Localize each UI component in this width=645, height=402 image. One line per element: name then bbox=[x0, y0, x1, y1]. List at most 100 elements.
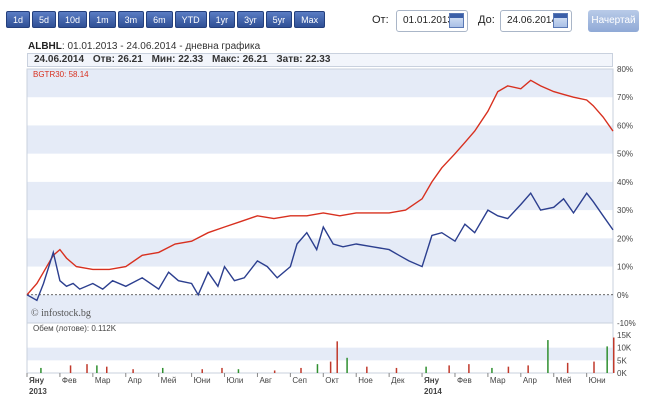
x-tick-label: Апр bbox=[128, 376, 143, 385]
chart-title: ALBHL: 01.01.2013 - 24.06.2014 - дневна … bbox=[28, 41, 260, 52]
range-button-3yr[interactable]: 3yr bbox=[237, 11, 264, 28]
y-tick-label: 30% bbox=[617, 206, 633, 215]
ohlc-info-bar: 24.06.2014 Отв: 26.21 Мин: 22.33 Макс: 2… bbox=[27, 53, 613, 67]
volume-label: Обем (лотове): 0.112K bbox=[33, 324, 117, 333]
draw-button[interactable]: Начертай bbox=[588, 10, 639, 32]
range-button-1m[interactable]: 1m bbox=[89, 11, 116, 28]
albhl-line bbox=[26, 192, 614, 302]
x-tick-label: Фев bbox=[457, 376, 472, 385]
volume-bar bbox=[527, 365, 529, 373]
y-tick-label: 80% bbox=[617, 65, 633, 74]
watermark-text: © infostock.bg bbox=[31, 308, 91, 319]
volume-bar bbox=[221, 367, 223, 373]
info-low: Мин: 22.33 bbox=[151, 54, 204, 65]
x-tick-label: Яну bbox=[29, 376, 45, 385]
volume-bar bbox=[448, 365, 450, 373]
y-tick-label: 10% bbox=[617, 263, 633, 272]
volume-bar bbox=[593, 361, 595, 373]
volume-bar bbox=[132, 369, 134, 373]
x-tick-label: Мар bbox=[95, 376, 111, 385]
x-tick-label: Апр bbox=[523, 376, 538, 385]
volume-bar bbox=[613, 337, 615, 373]
y-tick-label: 40% bbox=[617, 178, 633, 187]
volume-bar bbox=[566, 362, 569, 373]
y-tick-label: 70% bbox=[617, 93, 633, 102]
volume-y-tick-label: 5K bbox=[617, 356, 627, 365]
volume-bar bbox=[237, 369, 240, 373]
volume-y-tick-label: 10K bbox=[617, 344, 632, 353]
from-label: От: bbox=[372, 14, 389, 26]
grid-band bbox=[27, 69, 613, 98]
info-open: Отв: 26.21 bbox=[92, 54, 143, 65]
x-tick-label: Мар bbox=[490, 376, 506, 385]
volume-bar bbox=[69, 365, 72, 373]
info-close: Затв: 22.33 bbox=[276, 54, 331, 65]
x-tick-label: Авг bbox=[259, 376, 272, 385]
range-toolbar: 1d 5d 10d 1m 3m 6m YTD 1yr 3yr 5yr Max bbox=[6, 11, 326, 28]
volume-bar bbox=[491, 367, 493, 373]
x-year-label: 2014 bbox=[424, 387, 442, 396]
calendar-icon[interactable] bbox=[553, 13, 568, 28]
grid-band bbox=[27, 181, 613, 211]
volume-bar bbox=[336, 341, 338, 373]
volume-bar bbox=[425, 366, 427, 373]
volume-bar bbox=[273, 370, 276, 373]
range-button-1yr[interactable]: 1yr bbox=[208, 11, 236, 28]
x-tick-label: Юни bbox=[589, 376, 606, 385]
volume-bar bbox=[329, 361, 332, 373]
volume-bar bbox=[86, 364, 88, 373]
ticker: ALBHL bbox=[28, 41, 62, 52]
range-button-6m[interactable]: 6m bbox=[146, 11, 173, 28]
volume-y-tick-label: 15K bbox=[617, 331, 632, 340]
grid-band bbox=[27, 125, 613, 154]
info-high: Макс: 26.21 bbox=[212, 54, 268, 65]
x-tick-label: Яну bbox=[424, 376, 440, 385]
chart-subtitle: : 01.01.2013 - 24.06.2014 - дневна графи… bbox=[61, 41, 261, 52]
y-tick-label: 60% bbox=[617, 121, 633, 130]
to-label: До: bbox=[478, 14, 495, 26]
x-tick-label: Ное bbox=[358, 376, 373, 385]
range-button-10d[interactable]: 10d bbox=[58, 11, 88, 28]
x-tick-label: Сеп bbox=[292, 376, 307, 385]
volume-bar bbox=[96, 365, 98, 373]
volume-bar bbox=[106, 366, 108, 373]
calendar-icon[interactable] bbox=[449, 13, 464, 28]
volume-bar bbox=[161, 367, 164, 373]
volume-bar bbox=[547, 340, 549, 373]
volume-bar bbox=[366, 366, 368, 373]
range-button-3m[interactable]: 3m bbox=[117, 11, 145, 28]
info-date: 24.06.2014 bbox=[34, 54, 85, 65]
y-tick-label: 0% bbox=[617, 291, 629, 300]
range-button-ytd[interactable]: YTD bbox=[174, 11, 207, 28]
volume-bar bbox=[395, 367, 398, 373]
volume-bar bbox=[300, 367, 302, 373]
volume-y-tick-label: 0K bbox=[617, 369, 627, 378]
grid-band bbox=[27, 294, 613, 323]
x-year-label: 2013 bbox=[29, 387, 47, 396]
y-tick-label: -10% bbox=[617, 319, 636, 328]
x-tick-label: Мей bbox=[161, 376, 177, 385]
volume-bar bbox=[606, 346, 608, 373]
range-button-max[interactable]: Max bbox=[294, 11, 326, 28]
grid-band bbox=[27, 238, 613, 267]
range-button-5yr[interactable]: 5yr bbox=[265, 11, 293, 28]
volume-bar bbox=[507, 366, 510, 373]
x-tick-label: Юни bbox=[194, 376, 211, 385]
volume-bar bbox=[346, 357, 348, 373]
x-tick-label: Дек bbox=[391, 376, 405, 385]
x-tick-label: Окт bbox=[325, 376, 339, 385]
volume-bar bbox=[468, 364, 470, 373]
range-button-5d[interactable]: 5d bbox=[32, 11, 57, 28]
volume-bar bbox=[40, 367, 42, 373]
volume-grid-band bbox=[27, 347, 613, 361]
y-tick-label: 20% bbox=[617, 234, 633, 243]
x-tick-label: Юли bbox=[227, 376, 244, 385]
y-tick-label: 50% bbox=[617, 150, 633, 159]
range-button-1d[interactable]: 1d bbox=[6, 11, 31, 28]
volume-bar bbox=[316, 364, 319, 373]
bgtr30-label: BGTR30: 58.14 bbox=[33, 70, 89, 79]
x-tick-label: Мей bbox=[556, 376, 572, 385]
bgtr30-line bbox=[26, 79, 614, 296]
volume-bar bbox=[201, 369, 203, 373]
